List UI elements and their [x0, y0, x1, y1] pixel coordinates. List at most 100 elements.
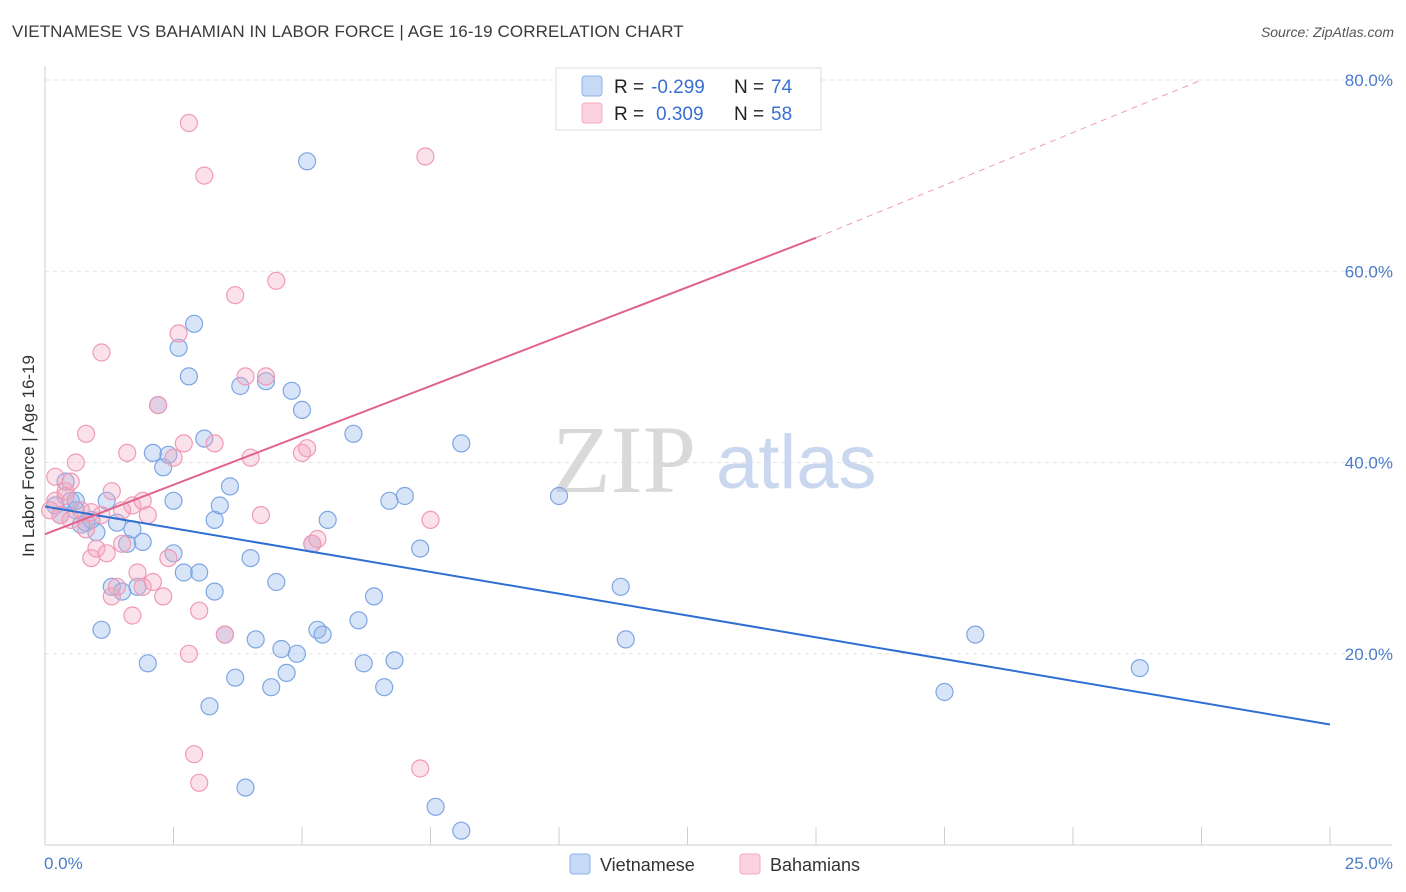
trend-line-vietnamese: [44, 505, 1331, 726]
point-bahamians-28: [154, 587, 173, 606]
point-vietnamese-46: [277, 663, 296, 683]
legend-swatch-vietnamese: [581, 75, 603, 97]
point-vietnamese-34: [210, 496, 229, 515]
point-vietnamese-68: [611, 577, 630, 596]
point-vietnamese-22: [159, 445, 178, 464]
legend-n-label-0: N =: [734, 77, 764, 98]
point-bahamians-25: [138, 505, 157, 525]
point-bahamians-41: [236, 367, 255, 386]
point-vietnamese-71: [966, 625, 985, 644]
source-label: Source: ZipAtlas.com: [1260, 24, 1394, 40]
point-vietnamese-18: [138, 654, 157, 673]
legend-n-label-1: N =: [734, 104, 764, 125]
point-vietnamese-14: [118, 534, 137, 553]
point-vietnamese-66: [452, 434, 471, 453]
watermark-zip: ZIP: [552, 406, 696, 513]
point-bahamians-43: [251, 505, 270, 525]
point-vietnamese-48: [287, 644, 306, 663]
point-vietnamese-65: [452, 821, 471, 840]
chart-title: VIETNAMESE VS BAHAMIAN IN LABOR FORCE | …: [12, 22, 684, 41]
point-vietnamese-55: [344, 424, 363, 443]
point-vietnamese-24: [164, 491, 183, 510]
point-bahamians-55: [56, 486, 75, 506]
point-vietnamese-38: [231, 376, 250, 396]
point-vietnamese-39: [236, 778, 255, 797]
point-bahamians-53: [179, 113, 198, 133]
point-vietnamese-42: [256, 372, 276, 391]
point-vietnamese-8: [87, 523, 106, 542]
trend-line-bahamians: [44, 236, 817, 536]
point-bahamians-31: [169, 324, 188, 343]
point-vietnamese-2: [56, 472, 75, 491]
point-vietnamese-27: [179, 367, 198, 386]
axes: [44, 66, 1392, 846]
bottom-legend-label-bahamians: Bahamians: [770, 855, 860, 875]
point-vietnamese-25: [169, 338, 188, 357]
legend-top: R = -0.299 N = 74 R = 0.309 N = 58: [555, 67, 822, 131]
point-vietnamese-53: [313, 625, 332, 644]
point-vietnamese-62: [395, 486, 414, 506]
point-vietnamese-26: [174, 563, 193, 582]
point-bahamians-22: [128, 563, 147, 582]
point-bahamians-4: [56, 482, 75, 501]
point-vietnamese-30: [195, 429, 214, 448]
point-bahamians-49: [308, 529, 327, 549]
point-bahamians-39: [215, 625, 234, 644]
point-vietnamese-43: [262, 678, 281, 697]
y-tick-labels: 20.0% 40.0% 60.0% 80.0%: [1345, 71, 1393, 664]
point-vietnamese-56: [349, 611, 368, 630]
point-vietnamese-60: [385, 651, 404, 670]
point-vietnamese-31: [200, 697, 219, 716]
point-vietnamese-69: [616, 630, 635, 649]
legend-r-label-0: R =: [614, 77, 644, 98]
y-axis-label: In Labor Force | Age 16-19: [19, 355, 38, 557]
x-tick-label-0: 0.0%: [44, 854, 83, 873]
legend-r-value-0: -0.299: [651, 77, 705, 98]
point-vietnamese-32: [205, 582, 224, 601]
point-bahamians-54: [92, 343, 111, 362]
point-vietnamese-19: [143, 443, 162, 462]
point-bahamians-9: [76, 520, 96, 539]
legend-r-value-1: 0.309: [656, 104, 704, 125]
point-bahamians-7: [66, 453, 85, 472]
legend-bottom: Vietnamese Bahamians: [569, 853, 860, 875]
point-vietnamese-41: [246, 630, 265, 649]
point-bahamians-51: [416, 147, 435, 166]
point-bahamians-37: [190, 601, 209, 620]
point-bahamians-32: [174, 434, 193, 453]
point-vietnamese-45: [272, 639, 291, 659]
point-vietnamese-50: [298, 152, 317, 171]
point-bahamians-14: [97, 544, 116, 563]
point-vietnamese-70: [935, 682, 954, 702]
point-bahamians-50: [411, 759, 430, 778]
point-vietnamese-29: [190, 563, 209, 582]
point-vietnamese-9: [92, 620, 111, 639]
point-bahamians-33: [179, 644, 198, 663]
point-vietnamese-37: [226, 668, 245, 687]
point-vietnamese-40: [241, 548, 260, 568]
point-bahamians-12: [87, 539, 106, 558]
point-bahamians-2: [46, 467, 65, 486]
point-vietnamese-57: [354, 654, 373, 673]
point-vietnamese-59: [375, 678, 394, 697]
trend-line-bahamians-extension: [815, 79, 1202, 239]
point-vietnamese-28: [185, 314, 204, 333]
point-bahamians-19: [118, 443, 137, 462]
point-bahamians-26: [143, 572, 162, 592]
point-bahamians-30: [164, 448, 183, 467]
y-tick-label-2: 60.0%: [1345, 262, 1393, 281]
point-bahamians-44: [256, 367, 276, 386]
point-vietnamese-11: [102, 577, 121, 596]
point-vietnamese-36: [220, 477, 240, 496]
y-tick-label-1: 40.0%: [1345, 454, 1393, 473]
point-vietnamese-10: [97, 491, 116, 510]
legend-r-label-1: R =: [614, 104, 644, 125]
legend-n-value-1: 58: [771, 104, 792, 125]
watermark: ZIP atlas: [552, 406, 877, 513]
point-bahamians-5: [61, 472, 80, 491]
y-tick-label-0: 20.0%: [1345, 645, 1393, 664]
point-bahamians-16: [102, 587, 121, 606]
point-bahamians-36: [195, 166, 214, 185]
legend-swatch-bahamians: [581, 102, 603, 124]
